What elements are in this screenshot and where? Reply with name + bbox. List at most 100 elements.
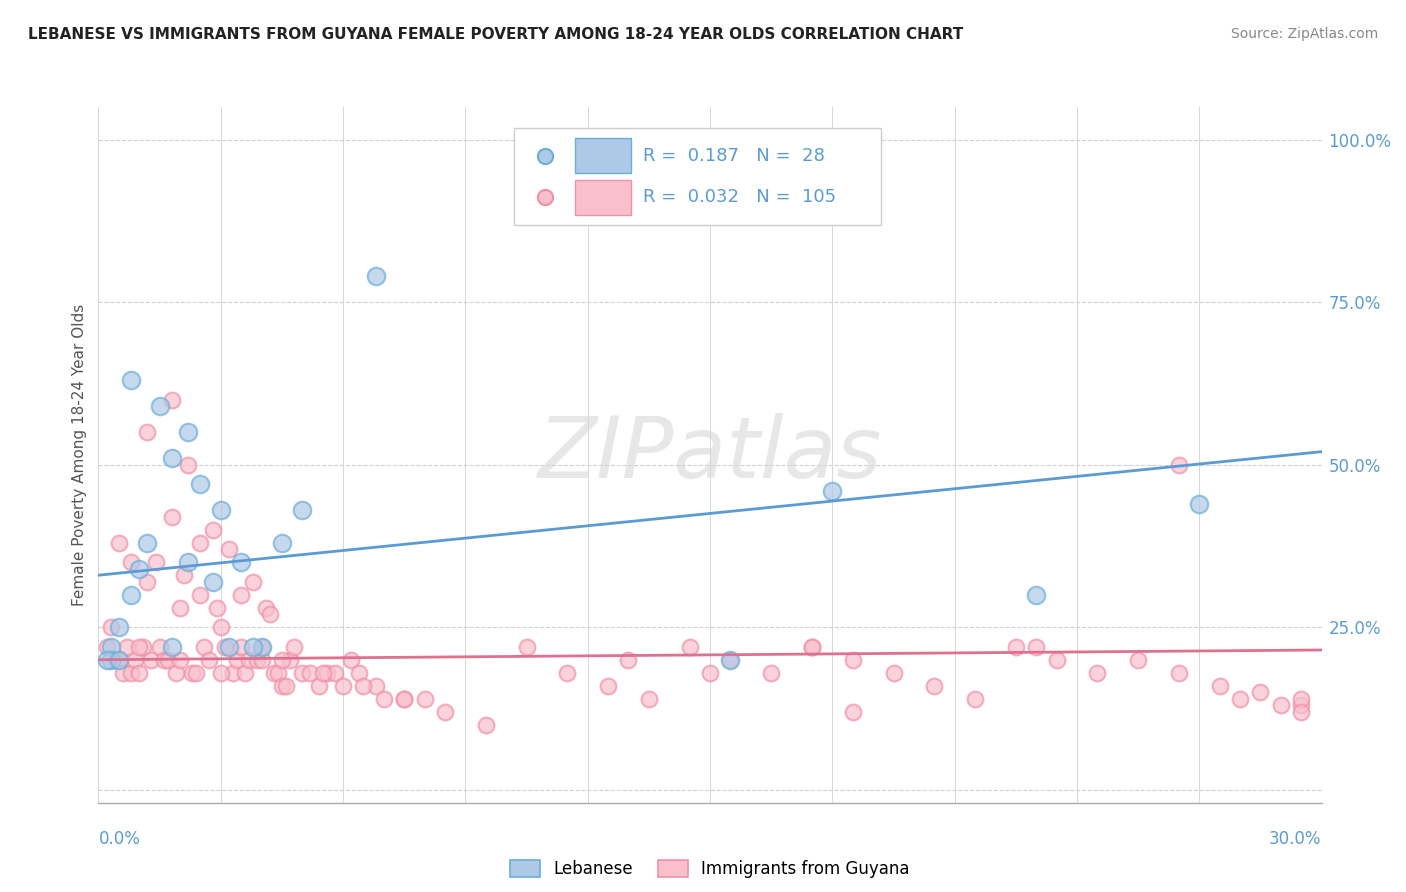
Point (263, 665, 285, 680)
Point (270, 679, 294, 693)
Point (177, 425, 200, 439)
Point (120, 665, 142, 680)
Point (120, 555, 142, 569)
Point (801, 640, 824, 654)
Point (1291, 691, 1313, 706)
Point (186, 665, 208, 680)
Point (364, 679, 387, 693)
Point (699, 665, 721, 680)
Point (761, 665, 783, 680)
Point (242, 640, 264, 654)
Point (413, 691, 436, 706)
Point (965, 691, 987, 706)
Point (108, 620, 131, 634)
Point (214, 640, 236, 654)
Point (242, 574, 264, 589)
Point (1209, 679, 1232, 693)
Point (128, 640, 150, 654)
Point (108, 535, 131, 549)
Point (259, 607, 281, 622)
Point (160, 451, 183, 466)
Point (254, 600, 277, 615)
Point (557, 665, 579, 680)
Point (136, 574, 159, 589)
Point (100, 640, 122, 654)
Point (312, 665, 335, 680)
Point (201, 523, 224, 537)
Point (197, 653, 219, 667)
Point (323, 665, 346, 680)
Point (108, 653, 131, 667)
Point (434, 705, 457, 719)
Point (638, 691, 661, 706)
Point (1025, 640, 1047, 654)
Point (120, 373, 142, 387)
Point (181, 665, 204, 680)
Point (165, 665, 187, 680)
Point (96, 653, 118, 667)
Point (308, 679, 330, 693)
Text: 30.0%: 30.0% (1270, 830, 1322, 847)
Point (169, 600, 191, 615)
Point (246, 653, 269, 667)
Y-axis label: Female Poverty Among 18-24 Year Olds: Female Poverty Among 18-24 Year Olds (72, 304, 87, 606)
Bar (575, 138, 630, 173)
Point (270, 535, 294, 549)
Point (373, 691, 395, 706)
Point (160, 640, 183, 654)
Point (188, 535, 212, 549)
Point (111, 665, 134, 680)
Point (209, 665, 232, 680)
Point (231, 640, 253, 654)
Point (173, 568, 195, 582)
Point (100, 620, 122, 634)
Point (145, 555, 167, 569)
Point (115, 640, 138, 654)
Point (270, 653, 294, 667)
Point (1249, 685, 1271, 699)
Point (233, 665, 256, 680)
Point (274, 679, 297, 693)
Point (124, 653, 146, 667)
Point (315, 665, 337, 680)
Point (1229, 691, 1251, 706)
Point (1128, 653, 1150, 667)
Point (205, 600, 228, 615)
Text: LEBANESE VS IMMIGRANTS FROM GUYANA FEMALE POVERTY AMONG 18-24 YEAR OLDS CORRELAT: LEBANESE VS IMMIGRANTS FROM GUYANA FEMAL… (28, 27, 963, 42)
Point (149, 640, 172, 654)
Point (177, 555, 200, 569)
Point (516, 640, 538, 654)
Point (720, 653, 742, 667)
Point (392, 691, 416, 706)
Point (108, 653, 131, 667)
Point (841, 705, 863, 719)
Point (291, 665, 314, 680)
Point (291, 503, 314, 517)
Point (231, 588, 253, 602)
Point (226, 653, 249, 667)
Point (352, 679, 374, 693)
Point (231, 555, 253, 569)
Point (160, 392, 183, 407)
Point (598, 679, 620, 693)
Text: 0.0%: 0.0% (98, 830, 141, 847)
Point (136, 425, 159, 439)
Point (821, 483, 844, 498)
Point (218, 542, 240, 557)
Point (100, 653, 122, 667)
Point (801, 640, 824, 654)
Point (1291, 698, 1313, 713)
Point (1291, 705, 1313, 719)
Point (1167, 458, 1189, 472)
Point (679, 640, 702, 654)
Point (883, 665, 905, 680)
Point (193, 640, 215, 654)
Point (132, 640, 155, 654)
Point (149, 399, 172, 413)
Point (152, 653, 174, 667)
Point (188, 477, 212, 491)
Point (128, 665, 150, 680)
Point (188, 588, 212, 602)
Point (209, 503, 232, 517)
Point (96, 640, 118, 654)
